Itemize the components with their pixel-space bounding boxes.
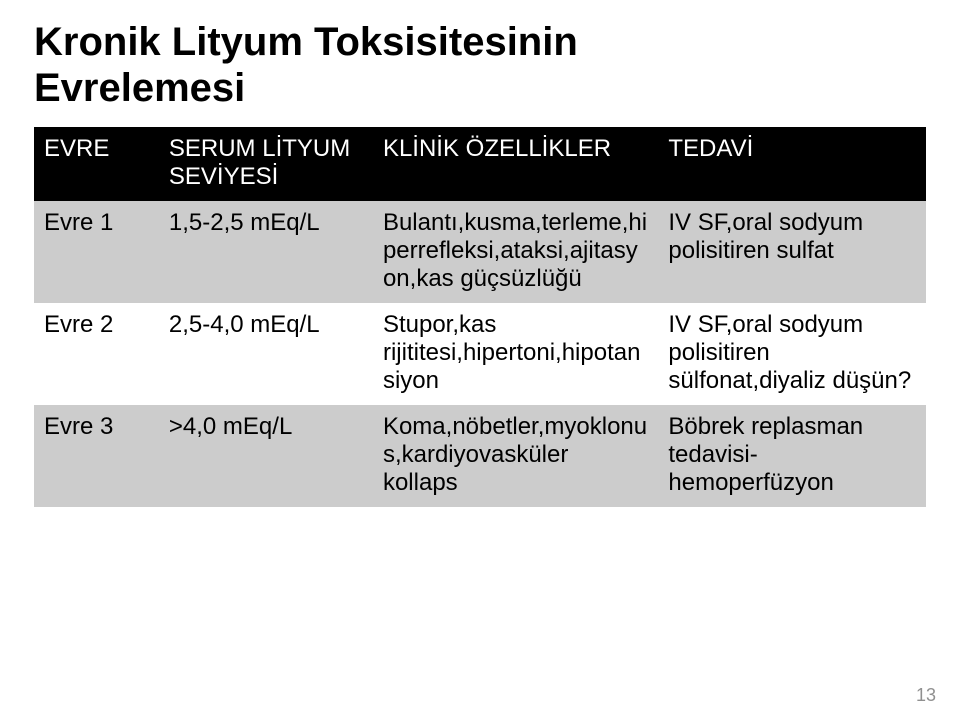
staging-table: EVRE SERUM LİTYUM SEVİYESİ KLİNİK ÖZELLİ…	[34, 127, 926, 507]
cell-klinik: Stupor,kas rijititesi,hipertoni,hipotans…	[373, 303, 658, 405]
cell-tedavi: IV SF,oral sodyum polisitiren sülfonat,d…	[658, 303, 926, 405]
cell-serum: 2,5-4,0 mEq/L	[159, 303, 373, 405]
cell-klinik: Bulantı,kusma,terleme,hiperrefleksi,atak…	[373, 201, 658, 303]
header-tedavi: TEDAVİ	[658, 127, 926, 201]
cell-serum: 1,5-2,5 mEq/L	[159, 201, 373, 303]
table-row: Evre 3 >4,0 mEq/L Koma,nöbetler,myoklonu…	[34, 405, 926, 507]
table-row: Evre 1 1,5-2,5 mEq/L Bulantı,kusma,terle…	[34, 201, 926, 303]
header-serum: SERUM LİTYUM SEVİYESİ	[159, 127, 373, 201]
cell-serum: >4,0 mEq/L	[159, 405, 373, 507]
table-row: Evre 2 2,5-4,0 mEq/L Stupor,kas rijitite…	[34, 303, 926, 405]
page-number: 13	[916, 685, 936, 706]
header-evre: EVRE	[34, 127, 159, 201]
title-line2: Evrelemesi	[34, 66, 245, 110]
cell-evre: Evre 2	[34, 303, 159, 405]
header-klinik: KLİNİK ÖZELLİKLER	[373, 127, 658, 201]
cell-tedavi: Böbrek replasman tedavisi-hemoperfüzyon	[658, 405, 926, 507]
title-line1: Kronik Lityum Toksisitesinin	[34, 20, 578, 64]
cell-evre: Evre 3	[34, 405, 159, 507]
cell-tedavi: IV SF,oral sodyum polisitiren sulfat	[658, 201, 926, 303]
cell-evre: Evre 1	[34, 201, 159, 303]
cell-klinik: Koma,nöbetler,myoklonus,kardiyovasküler …	[373, 405, 658, 507]
header-row: EVRE SERUM LİTYUM SEVİYESİ KLİNİK ÖZELLİ…	[34, 127, 926, 201]
slide-title: Kronik Lityum Toksisitesinin Evrelemesi	[34, 20, 926, 111]
